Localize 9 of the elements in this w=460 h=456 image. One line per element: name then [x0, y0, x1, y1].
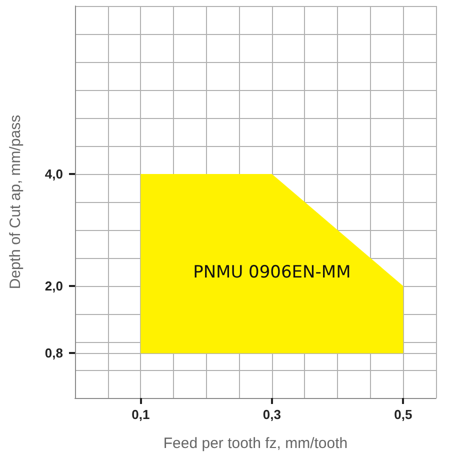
x-tick-label: 0,1	[132, 407, 150, 422]
x-tick-label: 0,5	[394, 407, 412, 422]
y-tick-label: 0,8	[44, 346, 63, 361]
y-tick-label: 4,0	[44, 166, 63, 182]
x-tick-label: 0,3	[262, 407, 281, 422]
y-tick-label: 2,0	[44, 278, 63, 294]
y-axis-title: Depth of Cut ap, mm/pass	[7, 114, 24, 290]
annotation: PNMU 0906EN-MM	[193, 262, 351, 283]
x-axis-title: Feed per tooth fz, mm/tooth	[163, 435, 348, 452]
